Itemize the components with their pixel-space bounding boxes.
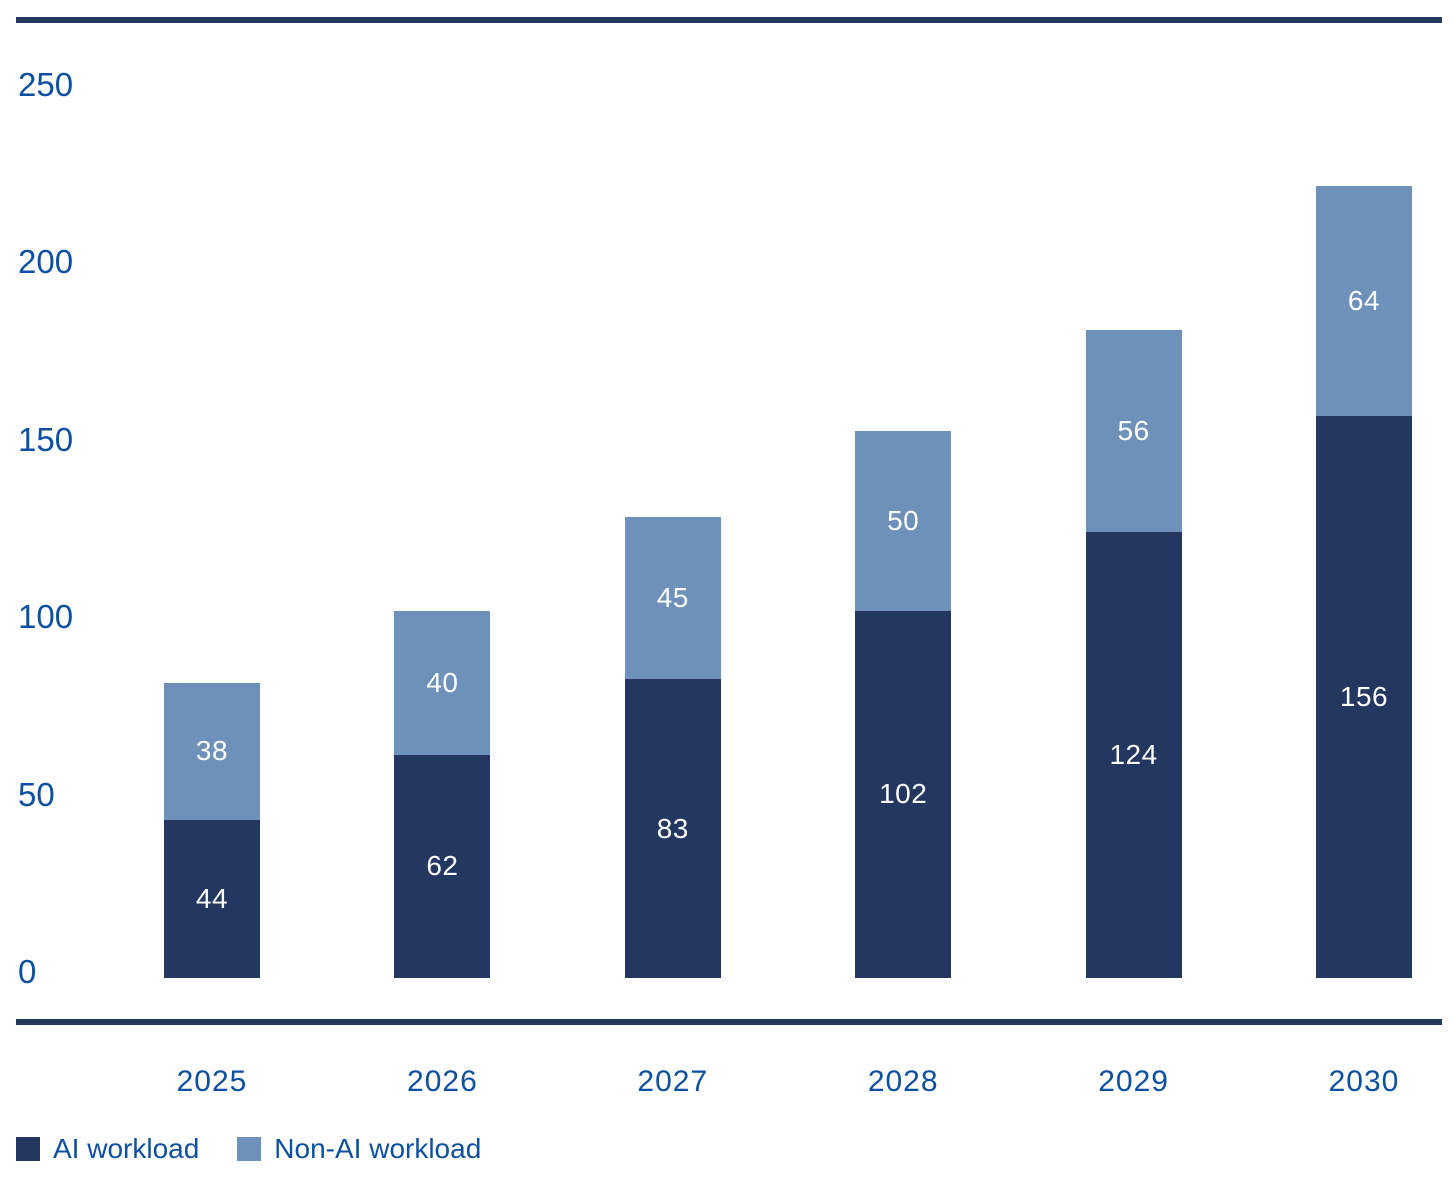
- y-axis-tick-label: 50: [18, 775, 55, 813]
- legend-label: Non-AI workload: [274, 1133, 482, 1164]
- y-axis-tick-label: 100: [18, 598, 74, 635]
- legend-swatch-icon: [237, 1137, 262, 1161]
- legend: AI workload Non-AI workload: [16, 1133, 481, 1165]
- bar-value-label: 38: [195, 735, 229, 767]
- y-axis-tick-label: 200: [18, 243, 74, 280]
- x-axis-category-label: 2027: [637, 1065, 709, 1098]
- bar-value-label: 50: [887, 504, 920, 536]
- bar-value-label: 124: [1109, 738, 1158, 770]
- legend-item-ai-workload: AI workload: [16, 1133, 199, 1165]
- bar-segment-ai-2030: 156: [1316, 416, 1412, 978]
- bar-value-label: 56: [1117, 414, 1150, 446]
- bar-segment-ai-2026: 62: [394, 754, 491, 978]
- bar-value-label: 45: [656, 582, 689, 614]
- bar-segment-ai-2029: 124: [1085, 531, 1182, 978]
- bar-segment-ai-2027: 83: [624, 679, 721, 978]
- bar-value-label: 44: [195, 882, 229, 914]
- legend-item-non-ai-workload: Non-AI workload: [237, 1133, 481, 1165]
- x-axis-category-label: 2029: [1098, 1065, 1169, 1098]
- bar-segment-non-ai-2029: 56: [1085, 330, 1182, 532]
- bar-value-label: 102: [879, 778, 928, 810]
- x-axis-category-label: 2030: [1328, 1065, 1400, 1098]
- bar-segment-non-ai-2030: 64: [1316, 186, 1412, 417]
- bar-segment-non-ai-2025: 38: [164, 682, 260, 820]
- x-axis-category-label: 2025: [176, 1065, 248, 1098]
- bar-segment-ai-2028: 102: [855, 610, 952, 978]
- bar-segment-non-ai-2027: 45: [624, 517, 721, 680]
- bar-segment-ai-2025: 44: [164, 819, 260, 978]
- top-border-rule: [16, 17, 1442, 23]
- x-axis-category-label: 2028: [867, 1065, 939, 1098]
- bar-value-label: 156: [1339, 681, 1389, 713]
- y-axis-tick-label: 150: [18, 420, 74, 458]
- bar-value-label: 62: [426, 850, 459, 882]
- y-axis-tick-label: 0: [18, 953, 37, 990]
- bar-value-label: 83: [656, 812, 689, 844]
- bar-value-label: 64: [1347, 285, 1381, 317]
- legend-swatch-icon: [16, 1137, 40, 1161]
- bottom-border-rule: [16, 1019, 1442, 1025]
- legend-label: AI workload: [53, 1133, 200, 1164]
- bar-value-label: 40: [426, 666, 459, 698]
- y-axis-tick-label: 250: [18, 65, 74, 103]
- bar-segment-non-ai-2028: 50: [855, 430, 952, 611]
- x-axis-category-label: 2026: [407, 1065, 478, 1098]
- bar-segment-non-ai-2026: 40: [394, 610, 491, 755]
